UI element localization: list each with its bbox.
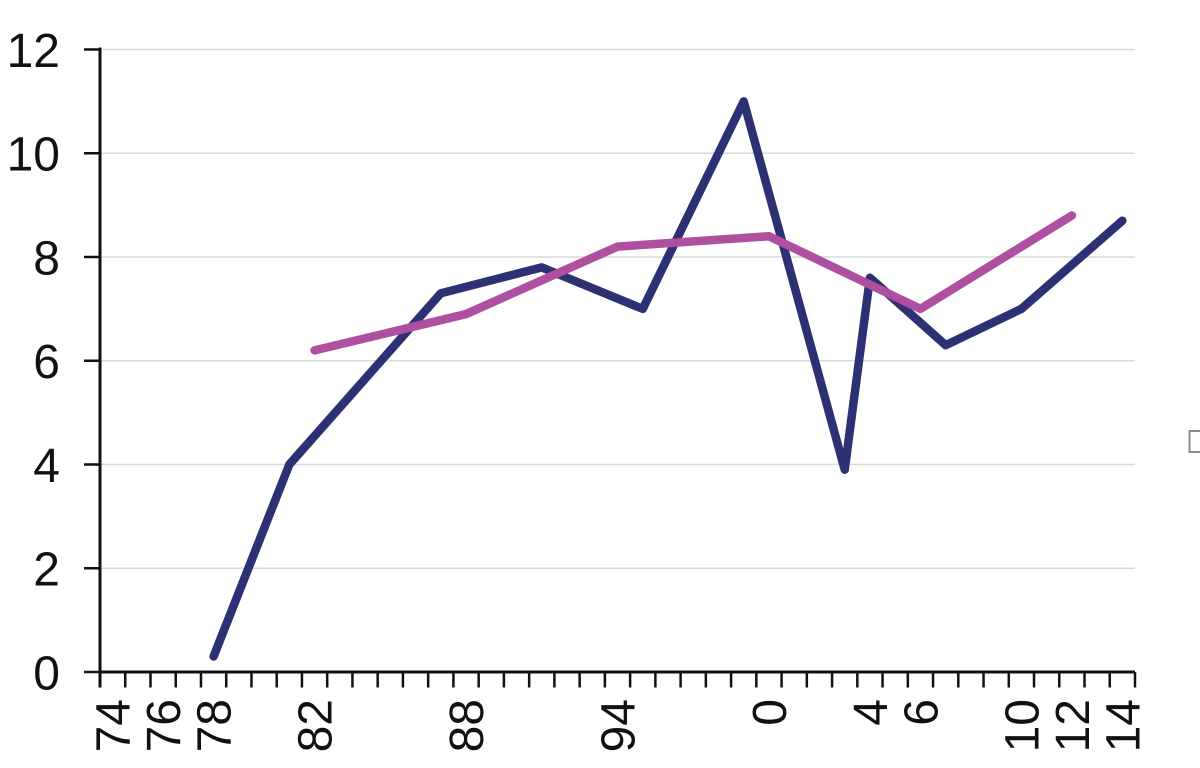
x-axis-label: 76 <box>138 699 191 752</box>
dark-blue-series-line <box>209 97 1127 661</box>
x-axis-label: 6 <box>895 699 948 726</box>
x-axis-label: 74 <box>88 699 141 752</box>
legend-box-fragment <box>1188 430 1200 453</box>
y-axis-label: 12 <box>7 25 60 78</box>
x-axis-label: 10 <box>996 699 1049 752</box>
y-axis-label: 6 <box>33 336 60 389</box>
magenta-series-line <box>310 211 1077 355</box>
x-axis-label: 88 <box>441 699 494 752</box>
y-axis-label: 4 <box>33 440 60 493</box>
x-axis-label: 12 <box>1047 699 1100 752</box>
x-axis-label: 82 <box>290 699 343 752</box>
x-axis-label: 94 <box>593 699 646 752</box>
x-axis-label: 78 <box>189 699 242 752</box>
y-axis-label: 2 <box>33 544 60 597</box>
x-axis-label: 14 <box>1097 699 1150 752</box>
y-axis-label: 8 <box>33 232 60 285</box>
y-axis-label: 0 <box>33 647 60 700</box>
x-axis-label: 0 <box>744 699 797 726</box>
x-axis-label: 4 <box>845 699 898 726</box>
y-axis-label: 10 <box>7 129 60 182</box>
